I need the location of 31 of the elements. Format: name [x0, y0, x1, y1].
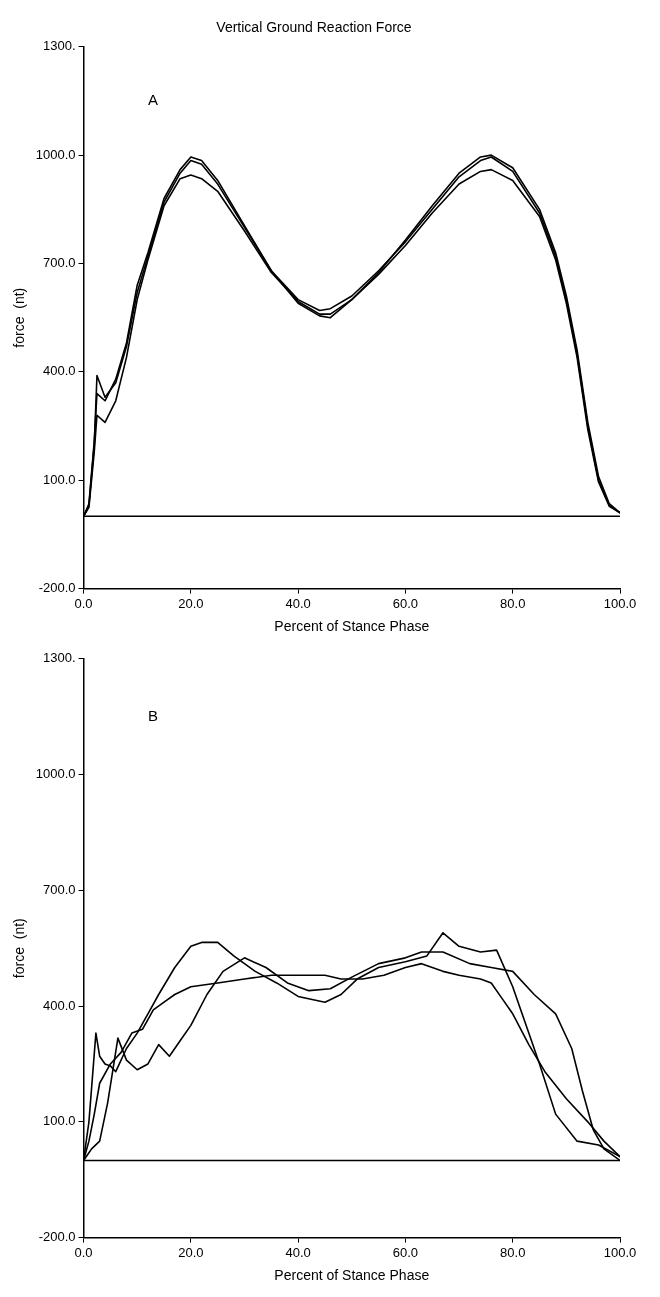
y-tick-label: -200.0: [38, 1229, 76, 1245]
x-axis-title: Percent of Stance Phase: [274, 1267, 430, 1284]
x-tick-label: 100.0: [603, 1244, 637, 1260]
x-tick-label: 80.0: [500, 595, 526, 611]
x-tick-label: 40.0: [285, 1244, 311, 1260]
x-tick-label: 0.0: [74, 1244, 93, 1260]
x-tick-label: 100.0: [603, 595, 637, 611]
y-tick-label: 1300.: [43, 38, 76, 54]
y-tick-label: 100.0: [43, 1113, 76, 1129]
y-tick-label: 1000.0: [35, 766, 76, 782]
y-tick-label: 1300.: [43, 650, 76, 666]
x-tick-label: 80.0: [500, 1244, 526, 1260]
y-axis-title: force (nt): [11, 918, 28, 979]
x-tick-label: 60.0: [392, 595, 419, 611]
y-tick-label: 700.0: [43, 255, 76, 271]
y-tick-label: 400.0: [43, 997, 76, 1013]
x-axis-title: Percent of Stance Phase: [274, 618, 430, 635]
x-tick-label: 20.0: [178, 595, 204, 611]
annotation: B: [147, 706, 158, 724]
y-tick-label: 1000.0: [35, 146, 76, 162]
x-tick-label: 40.0: [285, 595, 311, 611]
y-tick-label: 700.0: [43, 881, 76, 897]
x-tick-label: 0.0: [74, 595, 93, 611]
y-tick-label: 400.0: [43, 363, 76, 379]
y-axis-title: force (nt): [11, 287, 28, 348]
x-tick-label: 20.0: [178, 1244, 204, 1260]
y-tick-label: 100.0: [43, 471, 76, 487]
y-tick-label: -200.0: [38, 580, 76, 596]
chart-title: Vertical Ground Reaction Force: [216, 19, 412, 36]
annotation: A: [147, 91, 158, 109]
x-tick-label: 60.0: [392, 1244, 419, 1260]
